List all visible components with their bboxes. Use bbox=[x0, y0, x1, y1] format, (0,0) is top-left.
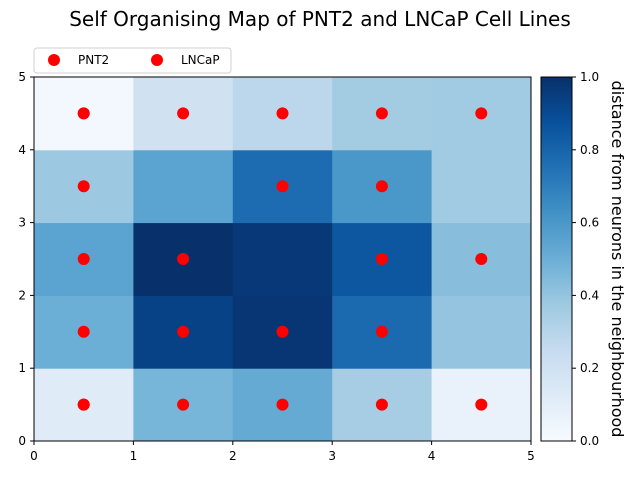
data-point-lncap bbox=[177, 107, 190, 120]
colorbar-tick-label: 0.4 bbox=[580, 288, 599, 302]
data-point-pnt2 bbox=[375, 107, 388, 120]
y-tick-label: 2 bbox=[18, 288, 26, 302]
data-point-pnt2 bbox=[276, 180, 289, 193]
x-tick-label: 2 bbox=[229, 449, 237, 463]
x-tick-label: 3 bbox=[328, 449, 336, 463]
data-point-lncap bbox=[276, 325, 289, 338]
colorbar-label: distance from neurons in the neighbourho… bbox=[608, 81, 627, 438]
chart-title: Self Organising Map of PNT2 and LNCaP Ce… bbox=[69, 7, 571, 31]
data-point-lncap bbox=[177, 398, 190, 411]
colorbar-tick-label: 0.8 bbox=[580, 143, 599, 157]
data-point-lncap bbox=[77, 398, 90, 411]
heatmap-cell bbox=[431, 295, 532, 369]
x-tick-label: 0 bbox=[30, 449, 38, 463]
y-tick-label: 3 bbox=[18, 216, 26, 230]
data-point-lncap bbox=[276, 398, 289, 411]
data-point-pnt2 bbox=[375, 180, 388, 193]
colorbar bbox=[540, 76, 573, 442]
heatmap-cell bbox=[232, 222, 333, 296]
data-point-lncap bbox=[475, 107, 488, 120]
heatmap-cells bbox=[34, 77, 532, 442]
colorbar-tick-label: 0.2 bbox=[580, 361, 599, 375]
data-point-lncap bbox=[177, 253, 190, 265]
x-tick-label: 1 bbox=[130, 449, 138, 463]
data-point-lncap bbox=[177, 325, 190, 338]
plot-frame bbox=[33, 76, 532, 442]
colorbar-tick-label: 0.6 bbox=[580, 216, 599, 230]
data-point-pnt2 bbox=[77, 180, 90, 193]
legend-frame bbox=[33, 47, 232, 74]
y-axis: 0 1 2 3 4 5 bbox=[18, 70, 34, 448]
colorbar-axis: 0.0 0.2 0.4 0.6 0.8 1.0 bbox=[572, 70, 599, 448]
colorbar-tick-label: 1.0 bbox=[580, 70, 599, 84]
data-point-lncap bbox=[276, 107, 289, 120]
colorbar-tick-label: 0.0 bbox=[580, 434, 599, 448]
legend-label-pnt2: PNT2 bbox=[78, 53, 109, 67]
y-tick-label: 0 bbox=[18, 434, 26, 448]
data-point-lncap bbox=[475, 253, 488, 265]
legend-marker-lncap bbox=[151, 54, 163, 66]
data-point-lncap bbox=[475, 398, 488, 411]
data-points bbox=[77, 107, 488, 411]
data-point-pnt2 bbox=[77, 253, 90, 265]
data-point-lncap bbox=[77, 107, 90, 120]
data-point-lncap bbox=[375, 325, 388, 338]
x-tick-label: 5 bbox=[527, 449, 535, 463]
data-point-lncap bbox=[375, 398, 388, 411]
data-point-lncap bbox=[375, 253, 388, 265]
x-tick-label: 4 bbox=[428, 449, 436, 463]
data-point-pnt2 bbox=[77, 325, 90, 338]
heatmap-cell bbox=[431, 149, 532, 224]
y-tick-label: 1 bbox=[18, 361, 26, 375]
legend-marker-pnt2 bbox=[48, 54, 60, 66]
legend-label-lncap: LNCaP bbox=[181, 53, 220, 67]
x-axis: 0 1 2 3 4 5 bbox=[30, 441, 535, 463]
y-tick-label: 4 bbox=[18, 143, 26, 157]
y-tick-label: 5 bbox=[18, 70, 26, 84]
legend: PNT2 LNCaP bbox=[33, 47, 232, 74]
heatmap-cell bbox=[133, 149, 234, 224]
